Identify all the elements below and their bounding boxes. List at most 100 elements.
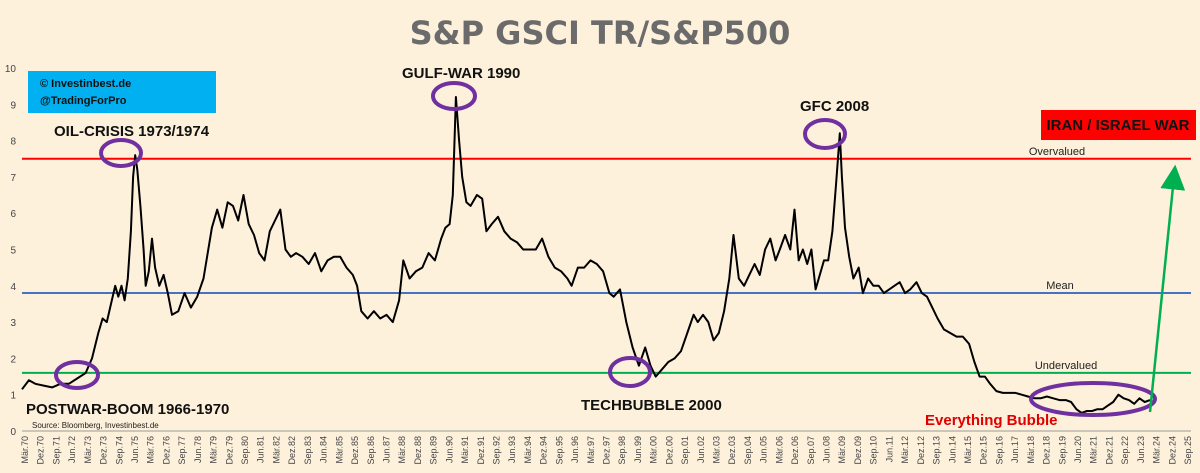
x-tick-label: Sep.83 [303, 436, 313, 465]
series-line [21, 96, 1151, 414]
y-tick-label: 5 [10, 246, 16, 257]
x-tick-label: Sep.74 [114, 436, 124, 465]
y-tick-label: 3 [10, 318, 16, 329]
annotation-techbubble: TECHBUBBLE 2000 [581, 397, 722, 414]
x-tick-label: Mär.85 [334, 436, 344, 464]
x-tick-label: Dez.09 [853, 436, 863, 465]
x-tick-label: Mär.09 [837, 436, 847, 464]
x-tick-label: Jun.17 [1010, 436, 1020, 463]
annotation-everything-bubble: Everything Bubble [925, 412, 1058, 429]
x-tick-label: Jun.72 [67, 436, 77, 463]
x-tick-label: Sep.89 [429, 436, 439, 465]
x-axis-ticks: Mär.70 Dez.70 Sep.71 Jun.72 Mär.73 Dez.73 Sep.… [20, 436, 1193, 465]
x-tick-label: Jun.08 [822, 436, 832, 463]
x-tick-label: Mär.00 [649, 436, 659, 464]
x-tick-label: Jun.99 [633, 436, 643, 463]
annotation-postwar-boom: POSTWAR-BOOM 1966-1970 [26, 401, 229, 418]
annotation-gfc: GFC 2008 [800, 98, 869, 115]
y-tick-label: 0 [10, 427, 16, 438]
oil-crisis-circle [99, 138, 143, 168]
x-tick-label: Dez.88 [413, 436, 423, 465]
x-tick-label: Dez.82 [287, 436, 297, 465]
x-tick-label: Mär.21 [1089, 436, 1099, 464]
x-tick-label: Mär.97 [586, 436, 596, 464]
x-tick-label: Mär.76 [146, 436, 156, 464]
x-tick-label: Mär.73 [83, 436, 93, 464]
credit-line-1: © Investinbest.de [40, 78, 131, 90]
annotation-gulf-war: GULF-WAR 1990 [402, 65, 520, 82]
ref-label-undervalued: Undervalued [1035, 360, 1097, 372]
x-tick-label: Sep.01 [680, 436, 690, 465]
x-tick-label: Dez.21 [1104, 436, 1114, 465]
x-tick-label: Dez.06 [790, 436, 800, 465]
annotation-iran-israel-war: IRAN / ISRAEL WAR [1046, 117, 1189, 134]
everything-bubble-circle [1029, 381, 1157, 417]
x-tick-label: Dez.85 [350, 436, 360, 465]
source-note: Source: Bloomberg, Investinbest.de [32, 421, 159, 430]
x-tick-label: Sep.22 [1120, 436, 1130, 465]
x-tick-label: Mär.82 [271, 436, 281, 464]
x-tick-label: Jun.96 [570, 436, 580, 463]
x-tick-label: Mär.88 [397, 436, 407, 464]
ref-label-mean: Mean [1046, 280, 1074, 292]
x-tick-label: Mär.91 [460, 436, 470, 464]
x-tick-label: Jun.23 [1136, 436, 1146, 463]
war-box [1041, 110, 1196, 140]
x-tick-label: Dez.00 [664, 436, 674, 465]
green-arrow [1148, 164, 1186, 413]
x-tick-label: Dez.18 [1042, 436, 1052, 465]
y-tick-label: 9 [10, 100, 16, 111]
x-tick-label: Sep.86 [366, 436, 376, 465]
x-tick-label: Mär.70 [20, 436, 30, 464]
x-tick-label: Mär.18 [1026, 436, 1036, 464]
x-tick-label: Mär.15 [963, 436, 973, 464]
x-tick-label: Sep.10 [869, 436, 879, 465]
reference-lines: Overvalued Mean Undervalued [22, 146, 1191, 374]
x-tick-label: Mär.12 [900, 436, 910, 464]
x-tick-label: Mär.94 [523, 436, 533, 464]
credit-box [28, 71, 216, 113]
x-tick-label: Dez.15 [979, 436, 989, 465]
x-tick-label: Sep.25 [1183, 436, 1193, 465]
x-tick-label: Jun.81 [256, 436, 266, 463]
x-tick-label: Dez.94 [539, 436, 549, 465]
x-tick-label: Jun.11 [884, 436, 894, 462]
x-tick-label: Jun.14 [947, 436, 957, 463]
x-tick-label: Sep.04 [743, 436, 753, 465]
credit-line-2: @TradingForPro [40, 95, 127, 107]
x-tick-label: Jun.87 [381, 436, 391, 463]
x-tick-label: Dez.73 [99, 436, 109, 465]
x-tick-label: Sep.77 [177, 436, 187, 465]
x-tick-label: Jun.02 [696, 436, 706, 463]
x-tick-label: Sep.80 [240, 436, 250, 465]
x-tick-label: Jun.93 [507, 436, 517, 463]
x-tick-label: Mär.79 [209, 436, 219, 464]
x-tick-label: Sep.07 [806, 436, 816, 465]
x-tick-label: Sep.92 [491, 436, 501, 465]
x-tick-label: Sep.16 [994, 436, 1004, 465]
y-tick-label: 7 [10, 173, 16, 184]
x-tick-label: Dez.24 [1167, 436, 1177, 465]
y-tick-label: 4 [10, 282, 16, 293]
x-tick-label: Jun.75 [130, 436, 140, 463]
x-tick-label: Dez.79 [224, 436, 234, 465]
x-tick-label: Sep.98 [617, 436, 627, 465]
x-tick-label: Mär.06 [774, 436, 784, 464]
x-tick-label: Jun.20 [1073, 436, 1083, 463]
techbubble-circle [608, 356, 652, 388]
x-tick-label: Dez.91 [476, 436, 486, 465]
ref-label-overvalued: Overvalued [1029, 146, 1085, 158]
y-tick-label: 8 [10, 137, 16, 148]
x-tick-label: Dez.97 [602, 436, 612, 465]
y-axis-ticks: 0 1 2 3 4 5 6 7 8 9 10 [5, 64, 17, 438]
y-tick-label: 6 [10, 209, 16, 220]
y-tick-label: 10 [5, 64, 17, 75]
x-tick-label: Dez.03 [727, 436, 737, 465]
gfc-circle [803, 118, 847, 150]
x-tick-label: Sep.71 [51, 436, 61, 465]
x-tick-label: Mär.24 [1152, 436, 1162, 464]
x-tick-label: Jun.05 [759, 436, 769, 463]
chart-title: S&P GSCI TR/S&P500 [410, 14, 791, 52]
postwar-boom-circle [54, 360, 100, 390]
